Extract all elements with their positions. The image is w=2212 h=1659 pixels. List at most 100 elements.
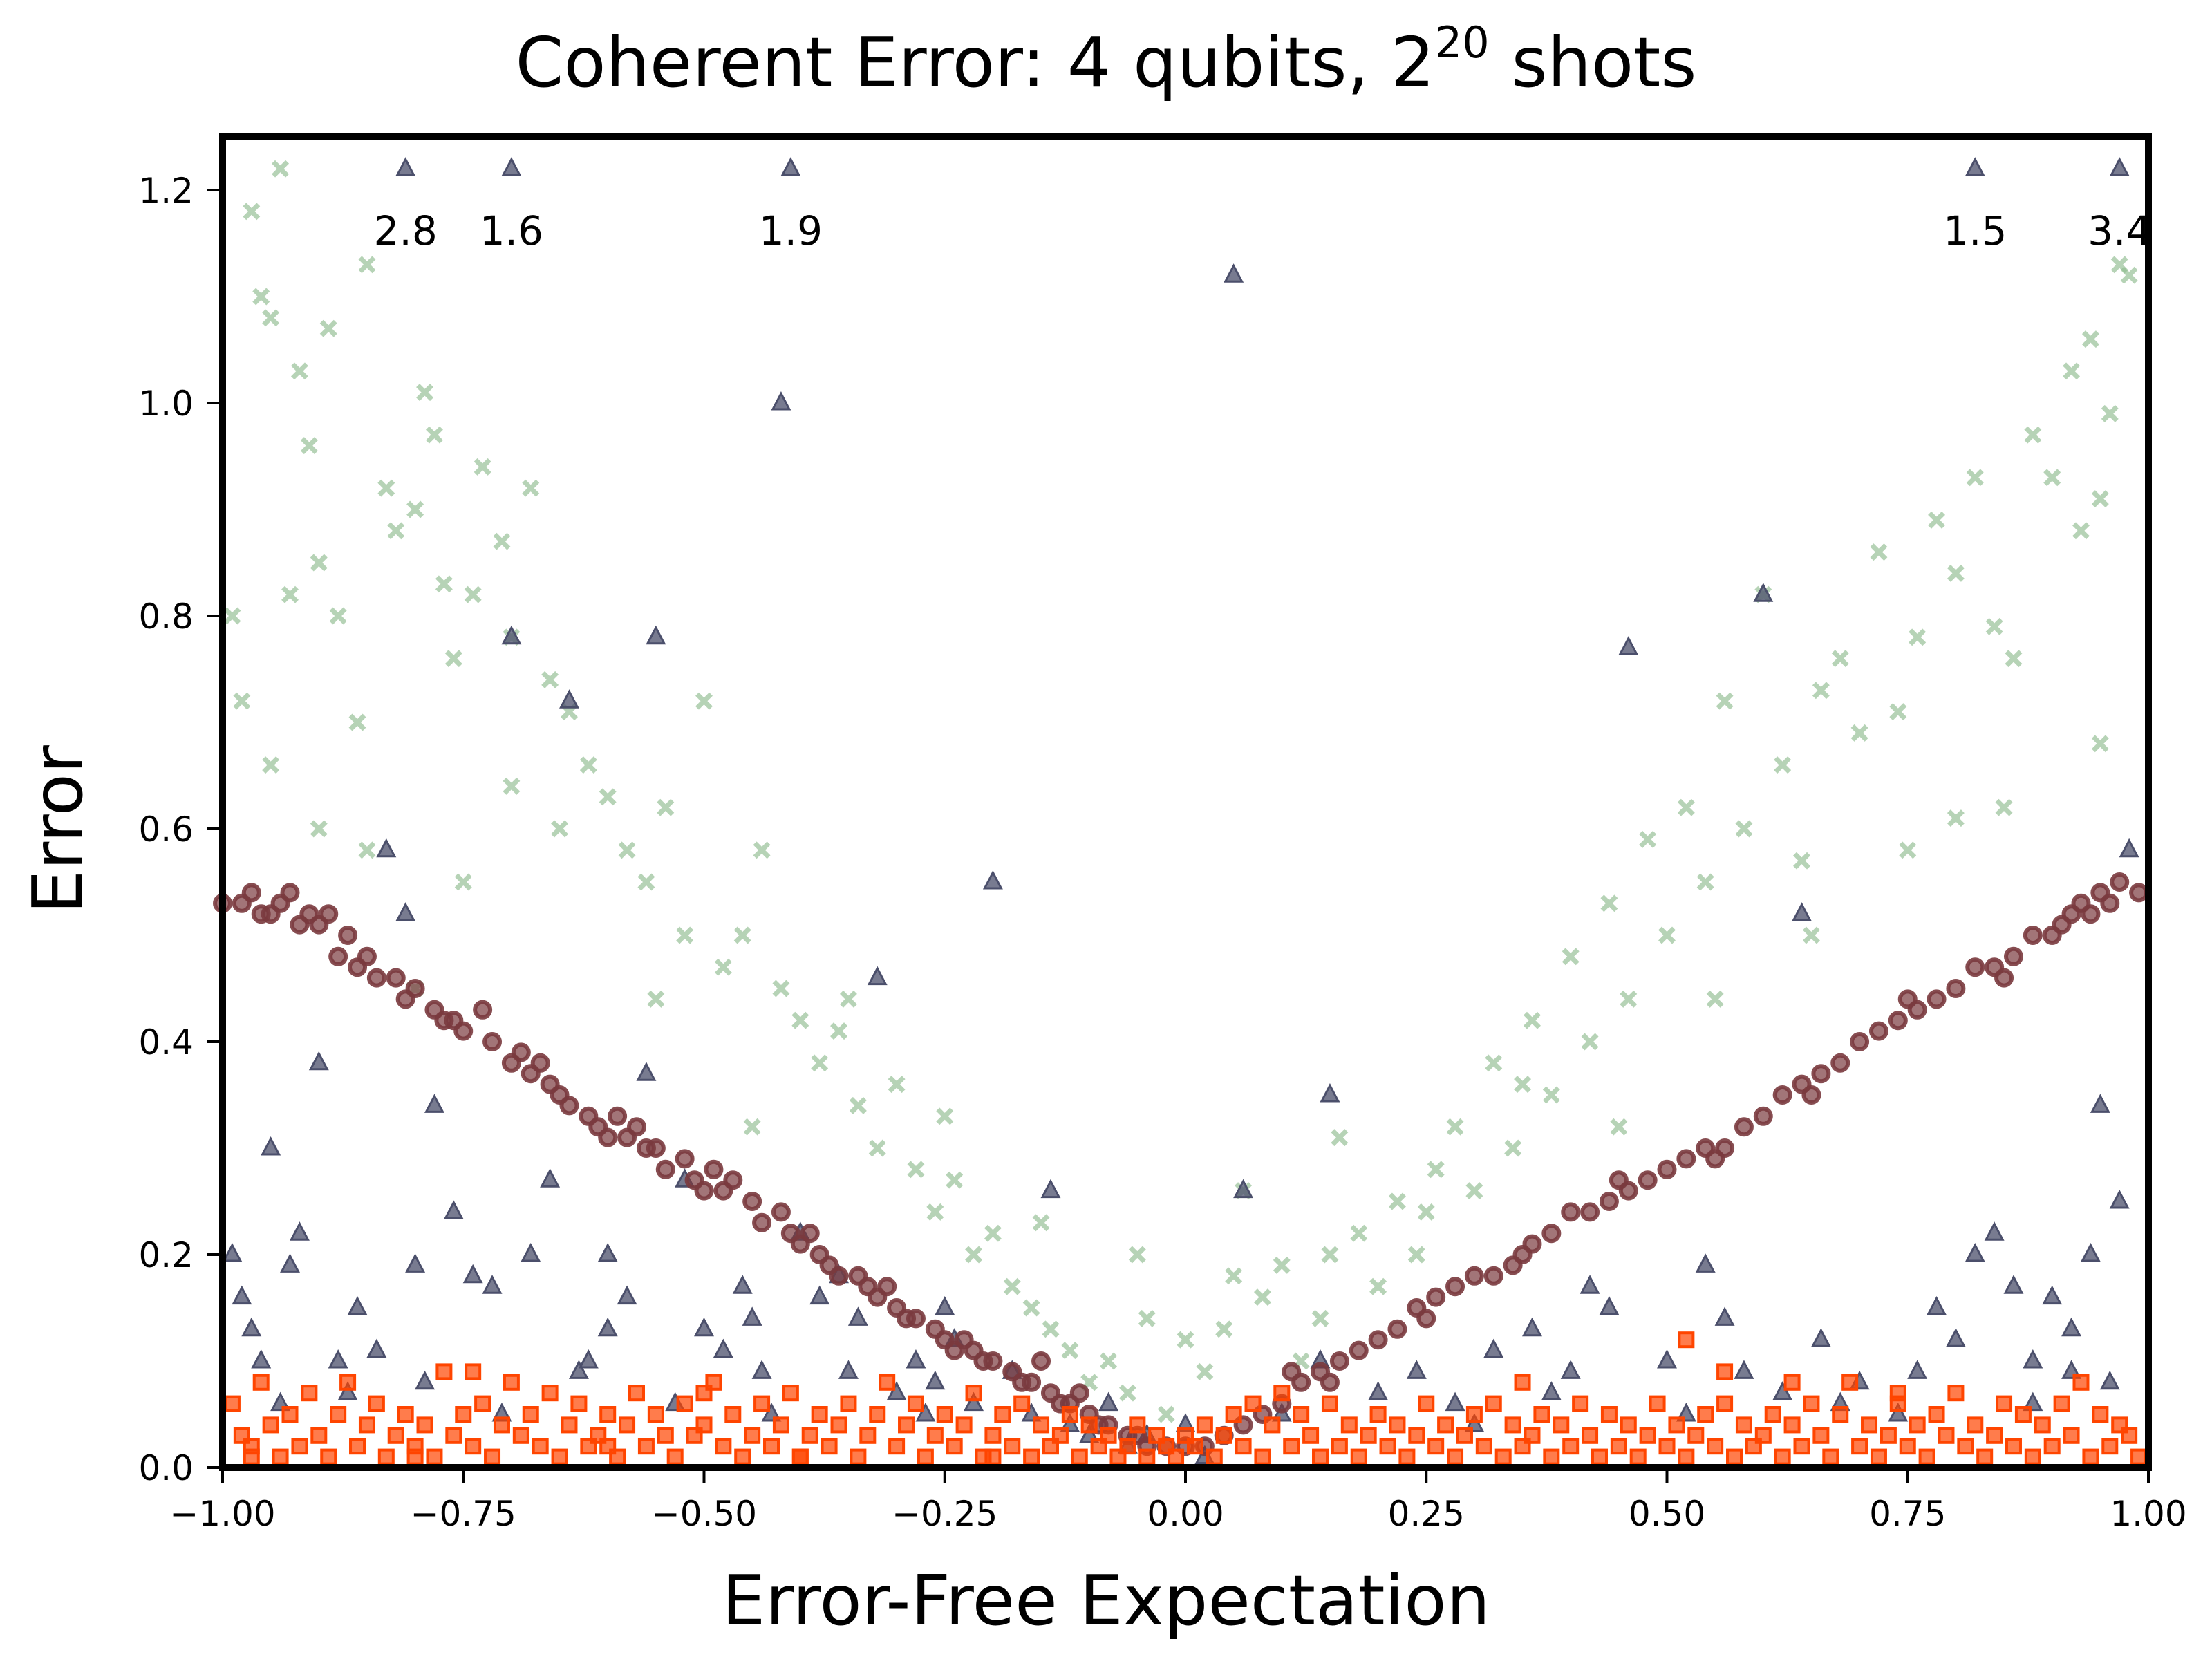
- square-marker: [1254, 1448, 1271, 1465]
- y-axis-ticks: 0.0 0.2 0.4 0.6 0.8 1.0 1.2: [138, 171, 223, 1488]
- triangle-marker: [1888, 1402, 1909, 1422]
- square-marker: [1918, 1448, 1936, 1465]
- circle-marker: [1512, 1245, 1533, 1264]
- triangle-marker: [597, 1242, 618, 1262]
- x-marker: [2101, 404, 2119, 422]
- square-marker: [666, 1448, 684, 1465]
- square-marker: [753, 1395, 771, 1412]
- x-marker: [1706, 990, 1724, 1008]
- circle-marker: [434, 1011, 454, 1031]
- circle-marker: [1897, 989, 1918, 1009]
- square-marker: [2014, 1406, 2032, 1423]
- triangle-marker: [2099, 1370, 2120, 1390]
- x-marker: [1427, 1161, 1445, 1179]
- square-marker: [2034, 1416, 2051, 1434]
- square-marker: [1909, 1416, 1926, 1434]
- x-marker: [637, 873, 655, 891]
- square-marker: [1639, 1427, 1656, 1444]
- square-marker: [291, 1438, 308, 1455]
- circle-marker: [1888, 1011, 1908, 1031]
- square-marker: [1340, 1416, 1358, 1434]
- square-marker: [435, 1363, 453, 1380]
- square-marker: [1658, 1438, 1676, 1455]
- x-marker: [1899, 841, 1917, 859]
- circle-marker: [829, 1266, 849, 1286]
- circle-marker: [877, 1277, 897, 1297]
- x-marker: [1995, 798, 2013, 816]
- circle-marker: [1705, 1149, 1725, 1169]
- square-marker: [1707, 1438, 1724, 1455]
- square-marker: [2005, 1438, 2022, 1455]
- square-marker: [541, 1385, 559, 1402]
- circle-marker: [241, 883, 261, 903]
- x-marker: [1850, 724, 1868, 742]
- triangle-marker: [280, 1253, 300, 1273]
- circle-marker: [800, 1224, 820, 1244]
- x-marker: [676, 926, 694, 944]
- circle-marker: [598, 1127, 618, 1147]
- overflow-value-label: 1.9: [759, 207, 823, 254]
- triangle-marker: [2003, 1275, 2024, 1294]
- circle-marker: [2129, 883, 2149, 903]
- x-marker: [406, 500, 424, 518]
- x-axis-ticks: −1.00 −0.75 −0.50 −0.25 0.00 0.25 0.50 0.75 1.00: [169, 1468, 2187, 1534]
- x-marker: [1350, 1224, 1368, 1242]
- square-marker: [898, 1416, 915, 1434]
- square-marker: [772, 1416, 789, 1434]
- x-marker: [839, 990, 857, 1008]
- square-marker: [1350, 1448, 1367, 1465]
- square-marker: [1331, 1438, 1348, 1455]
- x-marker: [1138, 1309, 1156, 1327]
- x-marker: [1774, 756, 1792, 774]
- x-marker: [753, 841, 771, 859]
- square-marker: [1514, 1374, 1531, 1391]
- triangle-marker: [462, 1264, 483, 1284]
- circle-marker: [1320, 1372, 1340, 1392]
- circle-marker: [338, 926, 358, 945]
- triangle-marker: [1320, 1082, 1340, 1103]
- x-marker: [358, 256, 376, 274]
- square-marker: [1398, 1448, 1416, 1465]
- overflow-triangle-marker: [2109, 157, 2130, 176]
- circle-marker: [1426, 1287, 1446, 1307]
- triangle-marker: [2090, 1094, 2110, 1113]
- square-marker: [1138, 1448, 1156, 1465]
- circle-marker: [1609, 1170, 1629, 1190]
- square-marker: [859, 1427, 877, 1444]
- x-marker: [319, 319, 337, 337]
- square-marker: [1716, 1395, 1734, 1412]
- triangle-marker: [771, 391, 791, 411]
- square-marker: [1812, 1427, 1830, 1444]
- circle-marker: [319, 904, 339, 924]
- square-marker: [888, 1438, 906, 1455]
- x-marker: [551, 820, 569, 838]
- square-marker: [657, 1427, 674, 1444]
- circle-marker: [1445, 1277, 1465, 1297]
- triangle-marker: [646, 625, 666, 645]
- square-marker: [821, 1438, 838, 1455]
- square-marker: [1861, 1416, 1878, 1434]
- square-marker: [1986, 1427, 2003, 1444]
- x-tick-label: 0.75: [1869, 1494, 1946, 1534]
- x-marker: [377, 479, 395, 497]
- x-marker: [888, 1076, 906, 1094]
- square-marker: [1447, 1448, 1464, 1465]
- x-marker: [541, 671, 559, 688]
- circle-marker: [357, 946, 377, 966]
- x-marker: [2043, 469, 2061, 487]
- square-marker: [628, 1385, 645, 1402]
- x-marker: [223, 607, 241, 625]
- square-marker: [2053, 1395, 2070, 1412]
- triangle-marker: [838, 1360, 859, 1379]
- x-marker: [936, 1107, 954, 1125]
- x-marker: [387, 522, 405, 540]
- x-marker: [733, 926, 751, 944]
- square-marker: [1465, 1406, 1483, 1423]
- square-marker: [1832, 1406, 1849, 1423]
- circle-marker: [1541, 1224, 1562, 1244]
- square-marker: [763, 1438, 780, 1455]
- triangle-marker: [443, 1200, 464, 1219]
- overflow-value-label: 1.5: [1943, 207, 2007, 254]
- square-marker: [484, 1448, 501, 1465]
- circle-marker: [771, 1202, 791, 1222]
